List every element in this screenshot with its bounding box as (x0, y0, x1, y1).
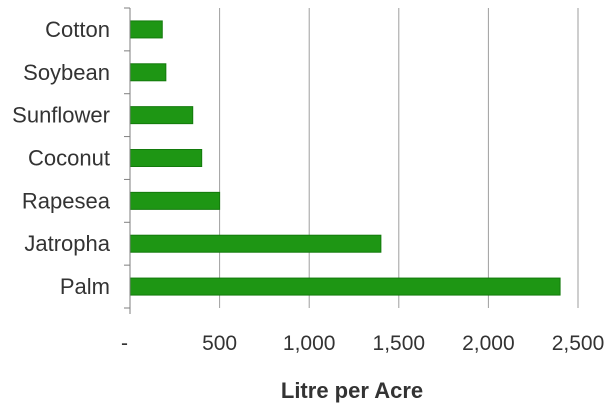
category-label-cotton: Cotton (45, 17, 110, 42)
x-tick-label-2500: 2,500 (552, 332, 605, 355)
category-label-coconut: Coconut (28, 146, 110, 171)
x-tick-label-0: - (121, 332, 128, 355)
bars (129, 20, 561, 296)
bar-sunflower (129, 106, 194, 125)
x-tick-label-500: 500 (202, 332, 237, 355)
bar-rapeseed (129, 191, 221, 210)
x-tick-label-1500: 1,500 (373, 332, 426, 355)
category-label-sunflower: Sunflower (12, 103, 110, 128)
bar-soybean (129, 63, 167, 82)
category-label-rapeseed: Rapesea (22, 188, 111, 213)
category-label-jatropha: Jatropha (24, 231, 110, 256)
bar-coconut (129, 149, 203, 167)
bar-jatropha (129, 234, 382, 253)
x-axis-tick-labels: - 500 1,000 1,500 2,000 2,500 (121, 332, 604, 355)
gridlines (124, 7, 579, 309)
category-label-soybean: Soybean (23, 60, 110, 85)
x-tick-label-1000: 1,000 (283, 332, 336, 355)
category-label-palm: Palm (60, 274, 110, 299)
x-tick-label-2000: 2,000 (462, 332, 515, 355)
y-axis-category-labels: Cotton Soybean Sunflower Coconut Rapesea Jatr… (12, 17, 111, 299)
x-axis-title: Litre per Acre (281, 378, 423, 403)
bar-palm (129, 277, 561, 296)
bar-cotton (129, 20, 163, 39)
